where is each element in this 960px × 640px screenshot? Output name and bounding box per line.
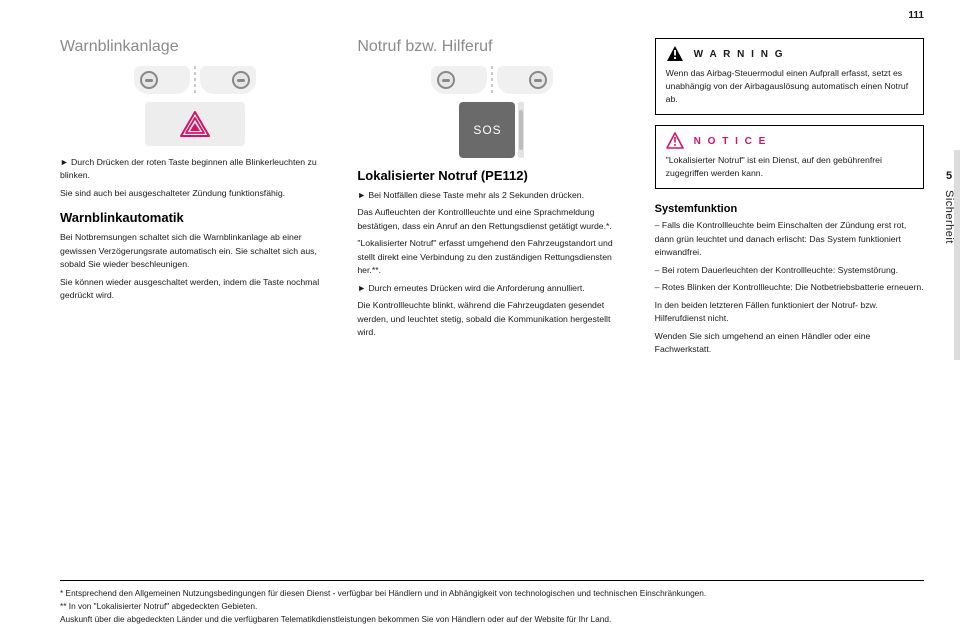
warning-box: W A R N I N G Wenn das Airbag-Steuermodu… bbox=[655, 38, 924, 115]
hazard-button-graphic bbox=[145, 102, 245, 146]
divider bbox=[194, 66, 196, 94]
steering-wheel-icon bbox=[140, 71, 158, 89]
warning-text: Wenn das Airbag-Steuermodul einen Aufpra… bbox=[666, 67, 913, 106]
col1-p2: Sie sind auch bei ausgeschalteter Zündun… bbox=[60, 187, 329, 200]
notice-body: "Lokalisierter Notruf" ist ein Dienst, a… bbox=[656, 152, 923, 188]
dash-right bbox=[497, 66, 553, 94]
dash-right bbox=[200, 66, 256, 94]
col2-p5: Die Kontrollleuchte blinkt, während die … bbox=[357, 299, 626, 339]
footnote-2: ** In von "Lokalisierter Notruf" abgedec… bbox=[60, 600, 924, 613]
divider bbox=[491, 66, 493, 94]
chapter-number: 5 bbox=[946, 170, 952, 182]
sos-button-graphic: SOS bbox=[459, 102, 515, 158]
notice-head: N O T I C E bbox=[656, 126, 923, 152]
page-number: 111 bbox=[908, 10, 924, 21]
col1-p3: Bei Notbremsungen schaltet sich die Warn… bbox=[60, 231, 329, 271]
steering-wheel-icon bbox=[529, 71, 547, 89]
col1-p1: ► Durch Drücken der roten Taste beginnen… bbox=[60, 156, 329, 183]
manual-page: 111 5 Sicherheit Warnblinkanlage bbox=[0, 0, 960, 640]
notice-title: N O T I C E bbox=[694, 136, 768, 147]
column-3: W A R N I N G Wenn das Airbag-Steuermodu… bbox=[655, 38, 924, 361]
footnotes: * Entsprechend den Allgemeinen Nutzungsb… bbox=[60, 580, 924, 626]
col2-p1: ► Bei Notfällen diese Taste mehr als 2 S… bbox=[357, 189, 626, 202]
content-columns: Warnblinkanlage bbox=[60, 38, 924, 361]
notice-text: "Lokalisierter Notruf" ist ein Dienst, a… bbox=[666, 154, 913, 180]
col2-p2: Das Aufleuchten der Kontrollleuchte und … bbox=[357, 206, 626, 233]
col3-p5: Wenden Sie sich umgehend an einen Händle… bbox=[655, 330, 924, 357]
notice-triangle-icon bbox=[666, 132, 684, 150]
col3-sub: Systemfunktion bbox=[655, 203, 924, 215]
column-1: Warnblinkanlage bbox=[60, 38, 329, 361]
notice-box: N O T I C E "Lokalisierter Notruf" ist e… bbox=[655, 125, 924, 189]
warning-triangle-icon bbox=[666, 45, 684, 63]
hazard-illustration bbox=[60, 66, 329, 146]
sos-slot bbox=[518, 102, 524, 158]
dashboard-graphic bbox=[134, 66, 256, 94]
warning-body: Wenn das Airbag-Steuermodul einen Aufpra… bbox=[656, 65, 923, 114]
dash-left bbox=[134, 66, 190, 94]
column-2: Notruf bzw. Hilferuf SOS bbox=[357, 38, 626, 361]
warning-title: W A R N I N G bbox=[694, 49, 785, 60]
col3-p2: – Bei rotem Dauerleuchten der Kontrollle… bbox=[655, 264, 924, 277]
col2-sub: Lokalisierter Notruf (PE112) bbox=[357, 168, 626, 183]
footnote-1: * Entsprechend den Allgemeinen Nutzungsb… bbox=[60, 587, 924, 600]
dash-left bbox=[431, 66, 487, 94]
col1-p4: Sie können wieder ausgeschaltet werden, … bbox=[60, 276, 329, 303]
hazard-triangle-icon bbox=[180, 111, 210, 137]
chapter-label: Sicherheit bbox=[943, 190, 955, 244]
sos-label: SOS bbox=[473, 123, 501, 137]
steering-wheel-icon bbox=[437, 71, 455, 89]
col1-heading: Warnblinkanlage bbox=[60, 38, 329, 56]
col2-p3: "Lokalisierter Notruf" erfasst umgehend … bbox=[357, 237, 626, 277]
dashboard-graphic bbox=[431, 66, 553, 94]
col3-p3: – Rotes Blinken der Kontrollleuchte: Die… bbox=[655, 281, 924, 294]
steering-wheel-icon bbox=[232, 71, 250, 89]
sos-button-wrap: SOS bbox=[459, 102, 524, 158]
warning-head: W A R N I N G bbox=[656, 39, 923, 65]
sos-illustration: SOS bbox=[357, 66, 626, 158]
footnote-3: Auskunft über die abgedeckten Länder und… bbox=[60, 613, 924, 626]
col2-heading: Notruf bzw. Hilferuf bbox=[357, 38, 626, 56]
col2-p4: ► Durch erneutes Drücken wird die Anford… bbox=[357, 282, 626, 295]
col3-p4: In den beiden letzteren Fällen funktioni… bbox=[655, 299, 924, 326]
col1-sub: Warnblinkautomatik bbox=[60, 210, 329, 225]
side-tab: 5 Sicherheit bbox=[938, 170, 960, 340]
col3-p1: – Falls die Kontrollleuchte beim Einscha… bbox=[655, 219, 924, 259]
